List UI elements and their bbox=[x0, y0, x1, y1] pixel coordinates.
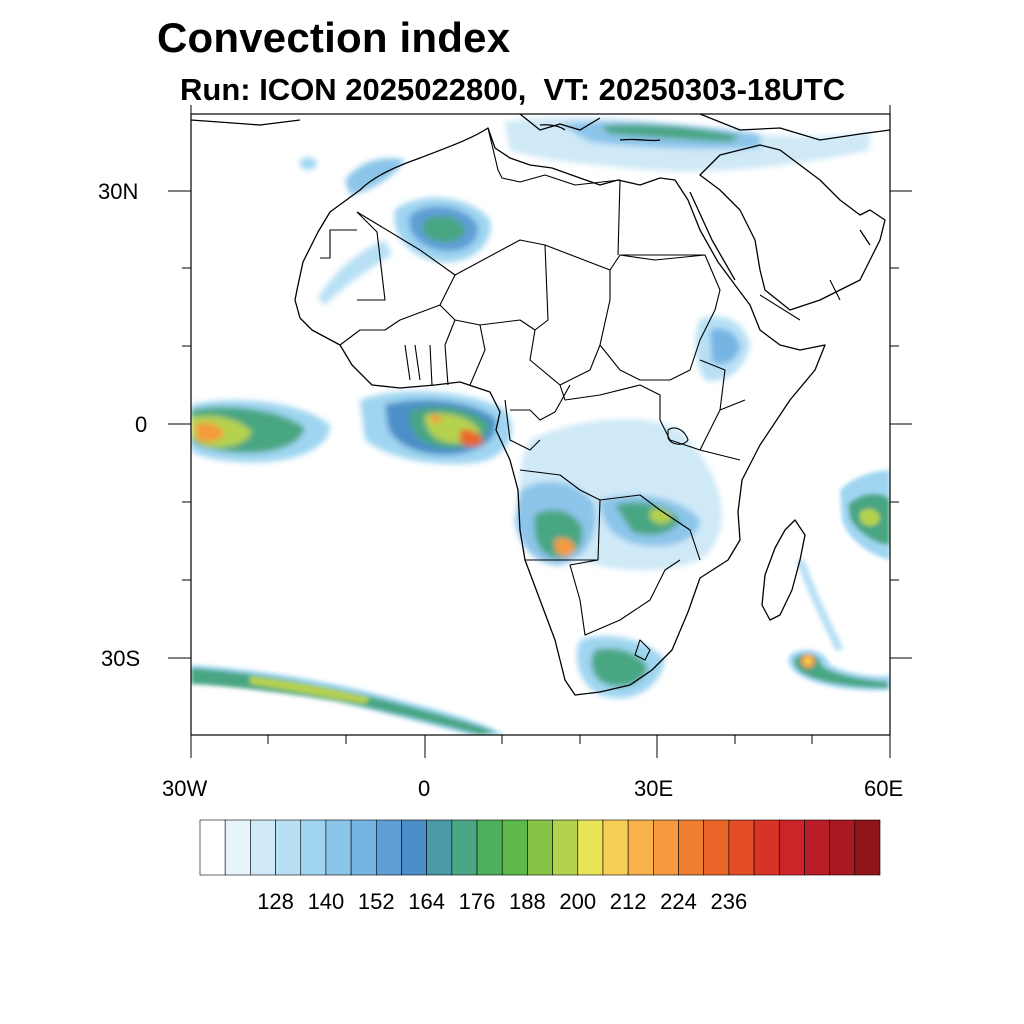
map-subtitle: Run: ICON 2025022800, VT: 20250303-18UTC bbox=[180, 72, 846, 107]
colorbar-swatch bbox=[350, 819, 377, 876]
colorbar-swatch bbox=[577, 819, 604, 876]
country-borders bbox=[320, 127, 841, 661]
lat-label-30n: 30N bbox=[98, 179, 139, 204]
colorbar-swatch bbox=[250, 819, 276, 876]
colorbar-swatch bbox=[728, 819, 755, 876]
colorbar-swatch bbox=[275, 819, 302, 876]
colorbar-swatch bbox=[300, 819, 327, 876]
colorbar-swatch bbox=[325, 819, 352, 876]
colorbar-swatch bbox=[854, 819, 881, 876]
colorbar-label: 140 bbox=[307, 889, 345, 914]
coastlines bbox=[191, 114, 890, 696]
colorbar-swatch bbox=[527, 819, 553, 876]
colorbar-label: 188 bbox=[509, 889, 546, 914]
colorbar-label: 128 bbox=[257, 889, 294, 914]
colorbar bbox=[199, 819, 881, 876]
colorbar-label: 236 bbox=[710, 889, 748, 914]
colorbar-swatch bbox=[778, 819, 805, 876]
colorbar-label: 164 bbox=[408, 889, 446, 914]
colorbar-swatch bbox=[476, 819, 503, 876]
colorbar-swatch bbox=[199, 819, 226, 876]
colorbar-label: 212 bbox=[609, 889, 647, 914]
colorbar-label: 176 bbox=[458, 889, 496, 914]
lat-label-30s: 30S bbox=[101, 646, 141, 671]
colorbar-swatch bbox=[401, 819, 427, 876]
colorbar-swatch bbox=[653, 819, 679, 876]
axis-ticks bbox=[168, 105, 912, 758]
colorbar-swatch bbox=[703, 819, 730, 876]
lon-label-30w: 30W bbox=[162, 776, 208, 801]
colorbar-swatch bbox=[829, 819, 856, 876]
colorbar-swatch bbox=[552, 819, 579, 876]
convection-field bbox=[191, 116, 890, 735]
colorbar-swatch bbox=[627, 819, 654, 876]
colorbar-swatch bbox=[501, 819, 528, 876]
colorbar-swatch bbox=[602, 819, 629, 876]
map-title: Convection index bbox=[157, 14, 511, 61]
colorbar-swatch bbox=[753, 819, 780, 876]
colorbar-label: 152 bbox=[357, 889, 395, 914]
map-area bbox=[191, 114, 890, 735]
colorbar-label: 224 bbox=[660, 889, 697, 914]
lon-label-30e: 30E bbox=[634, 776, 674, 801]
colorbar-swatch bbox=[451, 819, 478, 876]
colorbar-swatch bbox=[375, 819, 402, 876]
lon-label-60e: 60E bbox=[864, 776, 904, 801]
colorbar-swatch bbox=[426, 819, 453, 876]
lat-label-0: 0 bbox=[135, 412, 148, 437]
colorbar-swatch bbox=[224, 819, 251, 876]
lon-label-0: 0 bbox=[418, 776, 431, 801]
colorbar-label: 200 bbox=[559, 889, 597, 914]
colorbar-swatch bbox=[678, 819, 705, 876]
colorbar-swatch bbox=[804, 819, 830, 876]
